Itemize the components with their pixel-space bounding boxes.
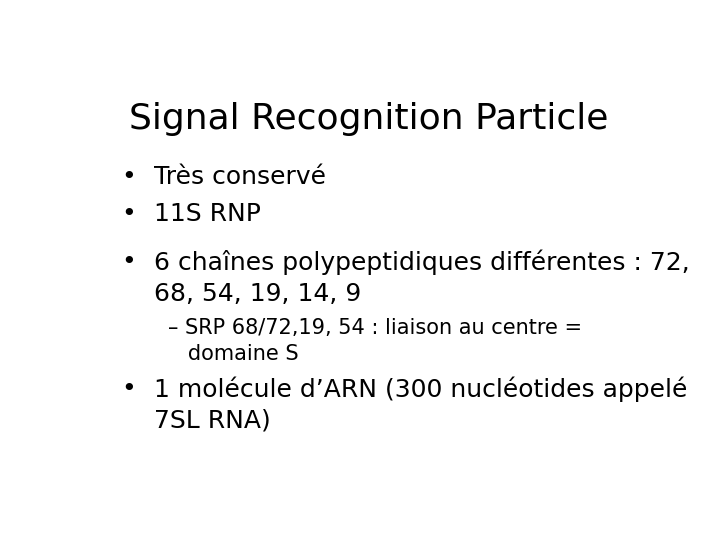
Text: •: •	[122, 202, 136, 226]
Text: •: •	[122, 250, 136, 274]
Text: Signal Recognition Particle: Signal Recognition Particle	[130, 102, 608, 136]
Text: •: •	[122, 165, 136, 188]
Text: •: •	[122, 377, 136, 401]
Text: 6 chaînes polypeptidiques différentes : 72,
68, 54, 19, 14, 9: 6 chaînes polypeptidiques différentes : …	[154, 250, 690, 306]
Text: 1 molécule d’ARN (300 nucléotides appelé
7SL RNA): 1 molécule d’ARN (300 nucléotides appelé…	[154, 377, 688, 433]
Text: Très conservé: Très conservé	[154, 165, 326, 188]
Text: 11S RNP: 11S RNP	[154, 202, 261, 226]
Text: – SRP 68/72,19, 54 : liaison au centre =
   domaine S: – SRP 68/72,19, 54 : liaison au centre =…	[168, 319, 582, 364]
